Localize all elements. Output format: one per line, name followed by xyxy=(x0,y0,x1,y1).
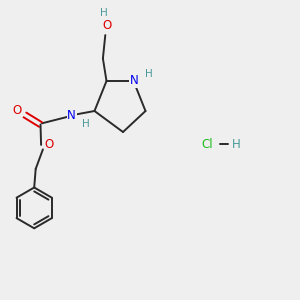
Text: H: H xyxy=(100,8,108,19)
Text: O: O xyxy=(102,19,111,32)
Text: H: H xyxy=(82,119,90,129)
Text: Cl: Cl xyxy=(201,137,213,151)
Text: N: N xyxy=(130,74,139,88)
Text: H: H xyxy=(232,137,241,151)
Text: O: O xyxy=(13,104,22,117)
Text: N: N xyxy=(67,109,76,122)
Text: H: H xyxy=(145,69,153,80)
Text: O: O xyxy=(45,138,54,151)
